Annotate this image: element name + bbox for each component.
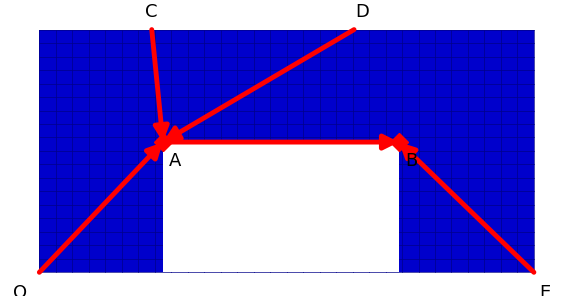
Text: A: A <box>169 152 182 170</box>
Text: B: B <box>405 152 418 170</box>
Bar <box>163 142 399 272</box>
Text: E: E <box>540 284 551 296</box>
Text: C: C <box>146 3 158 21</box>
Text: O: O <box>12 284 27 296</box>
Text: D: D <box>356 3 369 21</box>
Bar <box>39 30 534 272</box>
